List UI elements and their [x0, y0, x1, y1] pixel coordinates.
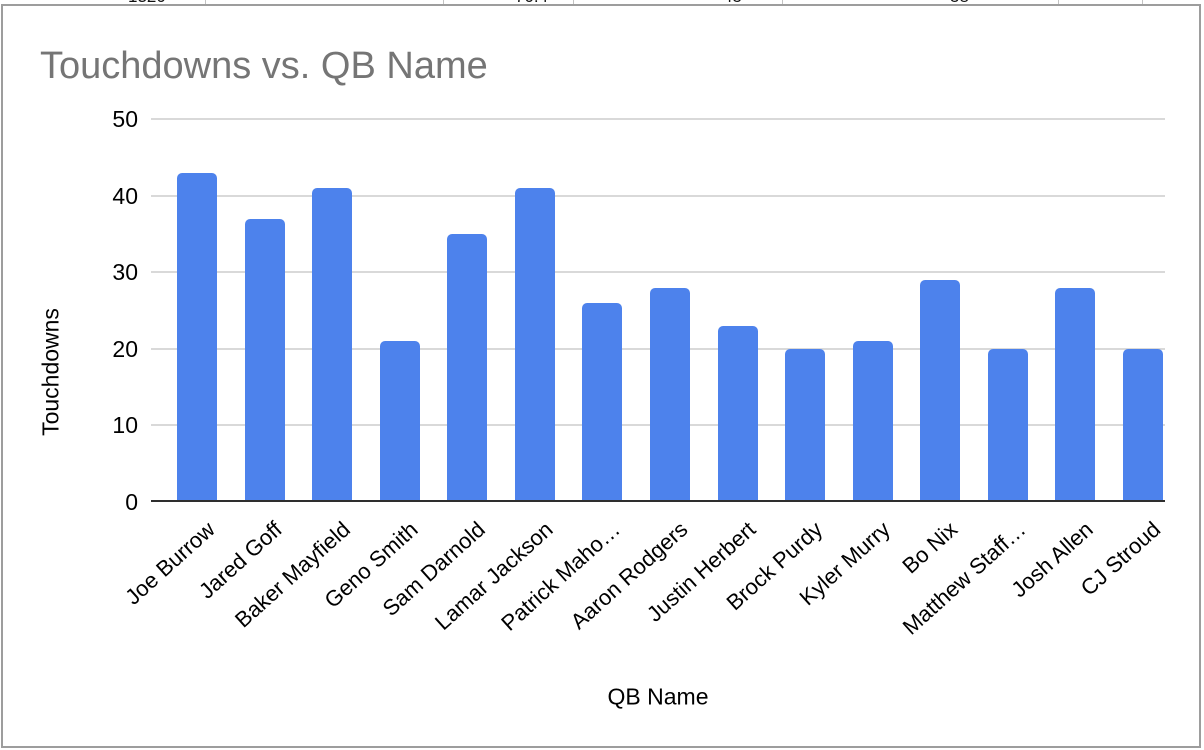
bar-patrick-maho[interactable] — [582, 302, 623, 502]
bar-justin-herbert[interactable] — [717, 325, 758, 502]
sheet-cell-value: 1320 — [128, 0, 166, 4]
plot-area — [151, 118, 1165, 502]
x-label-matthew-staff: Matthew Staff… — [897, 516, 1031, 640]
bar-bo-nix[interactable] — [920, 279, 961, 502]
x-label-patrick-maho: Patrick Maho… — [496, 516, 625, 636]
sheet-column-border — [573, 0, 574, 4]
chart-container[interactable]: Touchdowns vs. QB Name Touchdowns QB Nam… — [1, 4, 1201, 748]
bar-sam-darnold[interactable] — [447, 233, 488, 502]
bar-matthew-staff[interactable] — [987, 348, 1028, 502]
y-tick-30: 30 — [112, 259, 138, 286]
gridline-30 — [151, 271, 1165, 274]
x-axis-line — [151, 500, 1165, 502]
bar-kyler-murry[interactable] — [852, 341, 893, 502]
gridline-50 — [151, 118, 1165, 120]
bar-baker-mayfield[interactable] — [312, 187, 353, 502]
sheet-cell-value: 70.4 — [515, 0, 548, 4]
bar-geno-smith[interactable] — [379, 341, 420, 502]
sheet-cell-value: 45 — [723, 0, 742, 4]
sheet-column-border — [205, 0, 206, 4]
sheet-column-border — [782, 0, 783, 4]
bar-jared-goff[interactable] — [244, 218, 285, 502]
bar-brock-purdy[interactable] — [785, 348, 826, 502]
y-tick-0: 0 — [125, 489, 138, 515]
spreadsheet-row-sliver: 1320 70.4 45 58 — [0, 0, 1204, 4]
sheet-column-border — [443, 0, 444, 4]
chart-title: Touchdowns vs. QB Name — [40, 45, 488, 87]
bar-aaron-rodgers[interactable] — [649, 287, 690, 502]
bar-joe-burrow[interactable] — [177, 172, 217, 502]
y-tick-40: 40 — [112, 182, 138, 209]
y-tick-10: 10 — [112, 412, 138, 439]
x-label-lamar-jackson: Lamar Jackson — [429, 516, 558, 635]
bar-josh-allen[interactable] — [1055, 287, 1096, 502]
y-tick-50: 50 — [112, 106, 138, 132]
y-tick-20: 20 — [112, 335, 138, 362]
x-axis-title: QB Name — [607, 683, 709, 710]
x-label-bo-nix: Bo Nix — [897, 516, 963, 579]
gridline-40 — [151, 194, 1165, 197]
bar-lamar-jackson[interactable] — [514, 187, 555, 502]
sheet-cell-value: 58 — [950, 0, 969, 4]
bar-cj-stroud[interactable] — [1122, 348, 1163, 502]
sheet-column-border — [1058, 0, 1059, 4]
sheet-column-border — [1142, 0, 1143, 4]
